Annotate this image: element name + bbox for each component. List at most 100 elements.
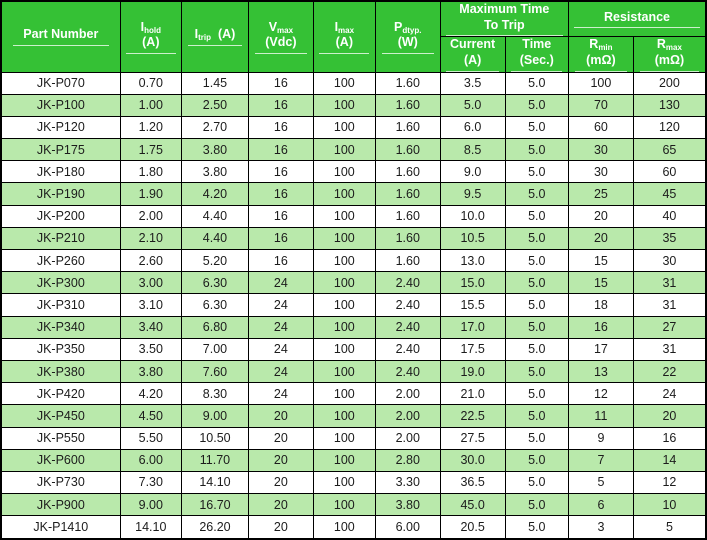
value-cell: 100 xyxy=(312,248,376,273)
value-cell: 1.60 xyxy=(374,138,441,162)
value-cell: 1.60 xyxy=(374,160,441,184)
value-cell: 5.0 xyxy=(504,382,569,406)
value-cell: 4.40 xyxy=(180,204,249,228)
value-cell: 2.40 xyxy=(374,337,441,361)
value-cell: 5.0 xyxy=(504,93,569,117)
value-cell: 31 xyxy=(632,271,707,295)
trip-current-label: Current (A) xyxy=(441,38,504,71)
value-cell: 7.60 xyxy=(180,359,249,384)
part-number-cell: JK-P900 xyxy=(0,493,121,517)
value-cell: 11 xyxy=(567,404,634,428)
value-cell: 16 xyxy=(247,93,314,117)
value-cell: 5.0 xyxy=(504,315,569,339)
value-cell: 8.30 xyxy=(180,382,249,406)
value-cell: 5.50 xyxy=(119,426,182,450)
value-cell: 11.70 xyxy=(180,448,249,472)
table-row: JK-P210 2.10 4.40 16 100 1.60 10.5 5.0 20 35 xyxy=(0,226,707,251)
value-cell: 1.00 xyxy=(119,93,182,117)
value-cell: 2.00 xyxy=(374,382,441,406)
table-row: JK-P450 4.50 9.00 20 100 2.00 22.5 5.0 11 20 xyxy=(0,404,707,428)
p-dtyp-label: Pdtyp. (W) xyxy=(376,20,439,54)
value-cell: 5.0 xyxy=(504,470,569,495)
value-cell: 16 xyxy=(247,226,314,251)
value-cell: 16 xyxy=(247,248,314,273)
value-cell: 22 xyxy=(632,359,707,384)
part-number-cell: JK-P120 xyxy=(0,115,121,140)
value-cell: 3.30 xyxy=(374,470,441,495)
value-cell: 20 xyxy=(247,426,314,450)
part-number-cell: JK-P210 xyxy=(0,226,121,251)
col-header-r-max: Rmax (mΩ) xyxy=(632,36,707,73)
value-cell: 100 xyxy=(567,71,634,95)
value-cell: 200 xyxy=(632,71,707,95)
value-cell: 5 xyxy=(567,470,634,495)
value-cell: 2.50 xyxy=(180,93,249,117)
value-cell: 7.00 xyxy=(180,337,249,361)
value-cell: 45 xyxy=(632,182,707,206)
part-number-cell: JK-P190 xyxy=(0,182,121,206)
value-cell: 60 xyxy=(632,160,707,184)
table-row: JK-P300 3.00 6.30 24 100 2.40 15.0 5.0 15 31 xyxy=(0,271,707,295)
value-cell: 20 xyxy=(567,204,634,228)
value-cell: 10.5 xyxy=(439,226,506,251)
value-cell: 16 xyxy=(247,138,314,162)
value-cell: 2.40 xyxy=(374,359,441,384)
col-header-i-hold: Ihold (A) xyxy=(119,0,182,73)
value-cell: 7.30 xyxy=(119,470,182,495)
part-number-cell: JK-P600 xyxy=(0,448,121,472)
value-cell: 3.80 xyxy=(374,493,441,517)
value-cell: 17.0 xyxy=(439,315,506,339)
value-cell: 36.5 xyxy=(439,470,506,495)
value-cell: 1.60 xyxy=(374,182,441,206)
value-cell: 20 xyxy=(632,404,707,428)
value-cell: 9.5 xyxy=(439,182,506,206)
value-cell: 100 xyxy=(312,93,376,117)
part-number-cell: JK-P420 xyxy=(0,382,121,406)
value-cell: 100 xyxy=(312,115,376,140)
value-cell: 3.80 xyxy=(180,138,249,162)
part-number-cell: JK-P340 xyxy=(0,315,121,339)
value-cell: 100 xyxy=(312,182,376,206)
value-cell: 2.80 xyxy=(374,448,441,472)
value-cell: 9.0 xyxy=(439,160,506,184)
value-cell: 5.0 xyxy=(504,248,569,273)
r-max-label: Rmax (mΩ) xyxy=(634,38,705,71)
value-cell: 16 xyxy=(632,426,707,450)
table-row: JK-P070 0.70 1.45 16 100 1.60 3.5 5.0 100 200 xyxy=(0,71,707,95)
value-cell: 30 xyxy=(632,248,707,273)
value-cell: 100 xyxy=(312,160,376,184)
value-cell: 5.0 xyxy=(504,138,569,162)
i-hold-label: Ihold (A) xyxy=(121,20,180,54)
value-cell: 31 xyxy=(632,337,707,361)
value-cell: 5.20 xyxy=(180,248,249,273)
value-cell: 5.0 xyxy=(504,204,569,228)
part-number-cell: JK-P070 xyxy=(0,71,121,95)
value-cell: 5.0 xyxy=(504,337,569,361)
value-cell: 100 xyxy=(312,470,376,495)
table-row: JK-P730 7.30 14.10 20 100 3.30 36.5 5.0 5 12 xyxy=(0,470,707,495)
value-cell: 100 xyxy=(312,382,376,406)
table-row: JK-P180 1.80 3.80 16 100 1.60 9.0 5.0 30 60 xyxy=(0,160,707,184)
i-max-label: Imax (A) xyxy=(314,20,374,54)
i-trip-label: Itrip (A) xyxy=(182,27,247,46)
value-cell: 3.80 xyxy=(119,359,182,384)
value-cell: 100 xyxy=(312,226,376,251)
value-cell: 4.20 xyxy=(180,182,249,206)
v-max-label: Vmax (Vdc) xyxy=(249,20,312,54)
value-cell: 10.50 xyxy=(180,426,249,450)
col-header-trip-time: Time (Sec.) xyxy=(504,36,569,73)
r-min-label: Rmin (mΩ) xyxy=(569,38,632,71)
value-cell: 1.60 xyxy=(374,226,441,251)
value-cell: 16 xyxy=(247,204,314,228)
value-cell: 5.0 xyxy=(504,182,569,206)
col-header-i-max: Imax (A) xyxy=(312,0,376,73)
value-cell: 20 xyxy=(247,404,314,428)
value-cell: 18 xyxy=(567,293,634,317)
part-number-cell: JK-P550 xyxy=(0,426,121,450)
value-cell: 5.0 xyxy=(504,493,569,517)
value-cell: 5.0 xyxy=(439,93,506,117)
value-cell: 1.45 xyxy=(180,71,249,95)
table-row: JK-P900 9.00 16.70 20 100 3.80 45.0 5.0 6 10 xyxy=(0,493,707,517)
value-cell: 5.0 xyxy=(504,115,569,140)
col-header-v-max: Vmax (Vdc) xyxy=(247,0,314,73)
